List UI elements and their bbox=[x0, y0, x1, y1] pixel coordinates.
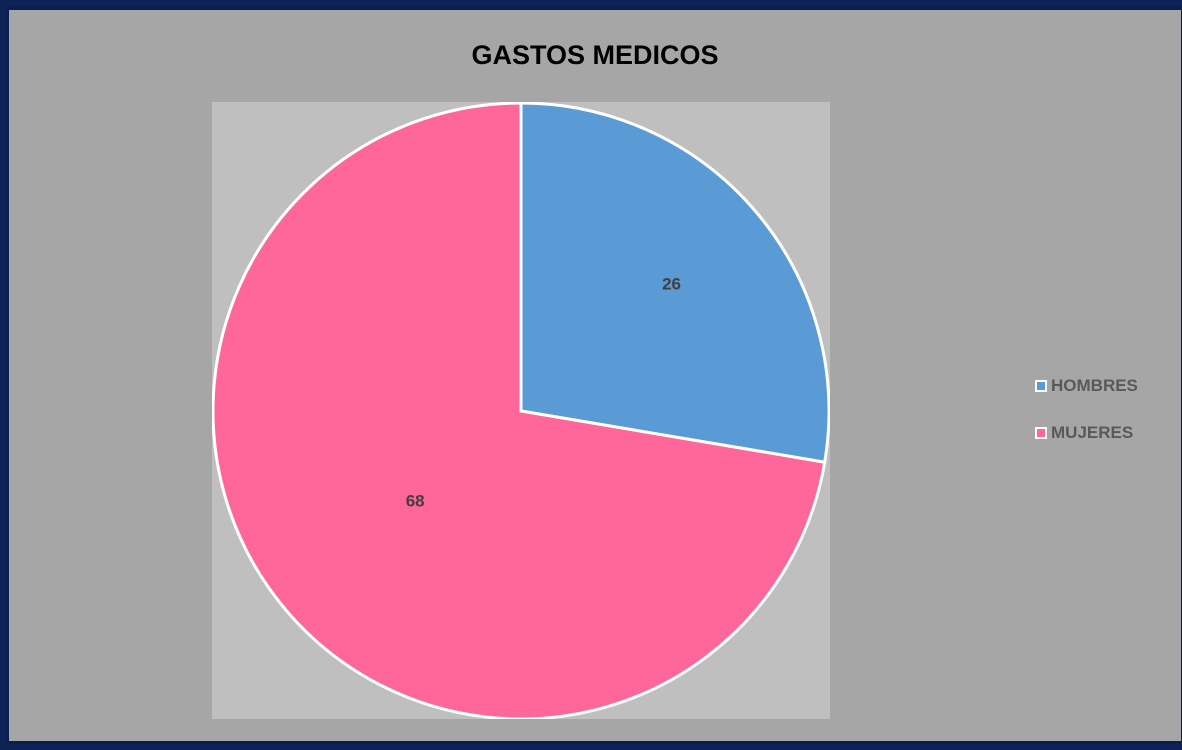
chart-frame: GASTOS MEDICOS 26 68 HOMBRES MUJERES bbox=[6, 7, 1182, 744]
legend: HOMBRES MUJERES bbox=[1035, 375, 1138, 469]
pie-slice-hombres bbox=[519, 102, 830, 464]
chart-title: GASTOS MEDICOS bbox=[471, 40, 719, 70]
legend-item-hombres: HOMBRES bbox=[1035, 375, 1138, 397]
pie-chart: 26 68 bbox=[212, 102, 830, 719]
data-label-mujeres: 68 bbox=[406, 491, 425, 510]
legend-label-mujeres: MUJERES bbox=[1051, 423, 1134, 442]
pie-slice-mujeres bbox=[212, 102, 827, 719]
data-label-hombres: 26 bbox=[662, 275, 681, 294]
legend-swatch-hombres bbox=[1035, 380, 1047, 392]
legend-label-hombres: HOMBRES bbox=[1051, 376, 1138, 395]
legend-swatch-mujeres bbox=[1035, 427, 1047, 439]
plot-area: 26 68 bbox=[212, 102, 830, 719]
legend-item-mujeres: MUJERES bbox=[1035, 422, 1138, 444]
